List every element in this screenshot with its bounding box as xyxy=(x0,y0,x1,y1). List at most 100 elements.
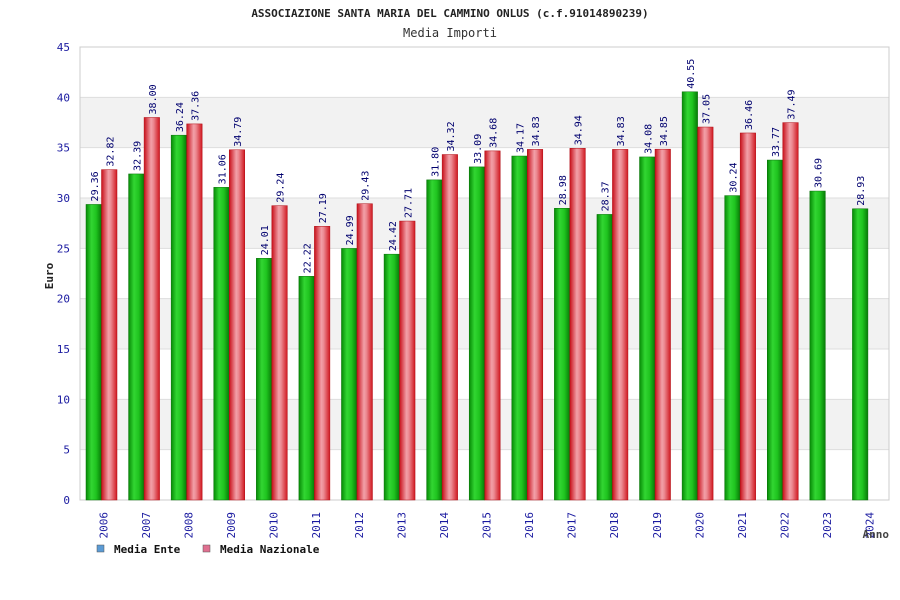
bar-media-ente xyxy=(639,156,656,501)
bar-media-nazionale xyxy=(143,117,160,501)
data-label: 36.46 xyxy=(744,100,755,130)
data-label: 33.09 xyxy=(473,134,484,164)
y-tick-label: 30 xyxy=(57,192,70,205)
legend-swatch xyxy=(202,544,211,553)
bar-media-ente xyxy=(852,208,869,501)
bar-media-ente xyxy=(724,195,741,501)
bar-media-nazionale xyxy=(399,220,416,501)
y-tick-label: 35 xyxy=(57,142,70,155)
bar-media-ente xyxy=(341,248,358,501)
bar-media-nazionale xyxy=(356,203,373,501)
data-label: 24.99 xyxy=(345,215,356,245)
x-tick-label: 2020 xyxy=(693,512,706,539)
legend-label: Media Ente xyxy=(114,543,181,556)
data-label: 40.55 xyxy=(686,59,697,89)
bar-media-nazionale xyxy=(101,169,118,501)
y-tick-label: 10 xyxy=(57,393,70,406)
bar-media-ente xyxy=(256,258,273,501)
bar-media-ente xyxy=(426,179,443,501)
bar-media-nazionale xyxy=(697,126,714,501)
data-label: 31.80 xyxy=(430,147,441,177)
bar-media-nazionale xyxy=(782,122,799,501)
x-tick-label: 2013 xyxy=(395,512,408,539)
bar-media-ente xyxy=(554,208,571,501)
bar-media-ente xyxy=(170,134,187,501)
data-label: 34.08 xyxy=(643,124,654,154)
bar-media-nazionale xyxy=(228,149,245,501)
x-tick-label: 2014 xyxy=(438,512,451,539)
bar-media-nazionale xyxy=(271,205,288,501)
bar-media-ente xyxy=(298,276,315,501)
data-label: 22.22 xyxy=(303,243,314,273)
data-label: 28.37 xyxy=(601,181,612,211)
data-label: 38.00 xyxy=(148,84,159,114)
bar-media-ente xyxy=(511,155,528,501)
data-label: 31.06 xyxy=(217,154,228,184)
x-tick-label: 2019 xyxy=(651,512,664,539)
x-tick-label: 2011 xyxy=(310,512,323,539)
chart-title: ASSOCIAZIONE SANTA MARIA DEL CAMMINO ONL… xyxy=(251,7,648,20)
x-tick-label: 2018 xyxy=(608,512,621,539)
bar-media-ente xyxy=(681,91,698,501)
y-tick-label: 15 xyxy=(57,343,70,356)
data-label: 37.05 xyxy=(701,94,712,124)
bars xyxy=(85,91,869,501)
x-tick-label: 2009 xyxy=(225,512,238,539)
data-label: 34.83 xyxy=(616,116,627,146)
bar-media-nazionale xyxy=(484,150,501,501)
bar-media-ente xyxy=(468,166,485,501)
data-label: 34.94 xyxy=(574,115,585,145)
x-tick-label: 2024 xyxy=(864,512,877,539)
bar-media-nazionale xyxy=(612,149,629,501)
data-label: 34.32 xyxy=(446,121,457,151)
bar-media-ente xyxy=(809,190,826,501)
data-label: 24.42 xyxy=(388,221,399,251)
x-axis: 2006 2007 2008 2009 2010 2011 2012 2013 2014 2015… xyxy=(97,512,876,539)
data-label: 32.82 xyxy=(105,137,116,167)
legend: Media Ente Media Nazionale xyxy=(96,543,320,556)
x-axis-label: Anno xyxy=(863,528,890,541)
bar-media-nazionale xyxy=(441,154,458,501)
y-tick-label: 40 xyxy=(57,91,70,104)
y-tick-label: 25 xyxy=(57,242,70,255)
data-label: 28.98 xyxy=(558,175,569,205)
data-label: 32.39 xyxy=(132,141,143,171)
data-label: 33.77 xyxy=(771,127,782,157)
x-tick-label: 2007 xyxy=(140,512,153,539)
x-tick-label: 2021 xyxy=(736,512,749,539)
x-tick-label: 2016 xyxy=(523,512,536,539)
bar-media-ente xyxy=(767,159,784,501)
x-tick-label: 2022 xyxy=(779,512,792,539)
data-label: 29.43 xyxy=(361,171,372,201)
bar-media-nazionale xyxy=(739,132,756,501)
x-tick-label: 2015 xyxy=(481,512,494,539)
x-tick-label: 2010 xyxy=(268,512,281,539)
bar-media-nazionale xyxy=(654,148,671,501)
data-label: 29.24 xyxy=(276,173,287,203)
x-tick-label: 2006 xyxy=(97,512,110,539)
data-label: 34.85 xyxy=(659,116,670,146)
x-tick-label: 2012 xyxy=(353,512,366,539)
bar-media-nazionale xyxy=(186,123,203,501)
data-label: 37.49 xyxy=(787,89,798,119)
value-labels: 29.36 32.82 32.39 38.00 36.24 37.36 31.06 34.79… xyxy=(90,59,867,274)
data-label: 30.69 xyxy=(814,158,825,188)
data-label: 36.24 xyxy=(175,102,186,132)
bar-media-ente xyxy=(213,187,230,501)
y-axis: 0 5 10 15 20 25 30 35 40 45 xyxy=(57,41,70,507)
data-label: 24.01 xyxy=(260,225,271,255)
y-axis-label: Euro xyxy=(43,262,56,289)
y-tick-label: 0 xyxy=(63,494,70,507)
data-label: 34.68 xyxy=(488,118,499,148)
data-label: 29.36 xyxy=(90,171,101,201)
data-label: 27.71 xyxy=(403,188,414,218)
data-label: 34.79 xyxy=(233,117,244,147)
bar-media-ente xyxy=(85,204,102,501)
bar-media-nazionale xyxy=(314,226,331,501)
chart-subtitle: Media Importi xyxy=(403,26,497,40)
grid-band xyxy=(80,47,889,98)
data-label: 28.93 xyxy=(856,176,867,206)
y-tick-label: 20 xyxy=(57,293,70,306)
data-label: 37.36 xyxy=(190,91,201,121)
data-label: 34.83 xyxy=(531,116,542,146)
